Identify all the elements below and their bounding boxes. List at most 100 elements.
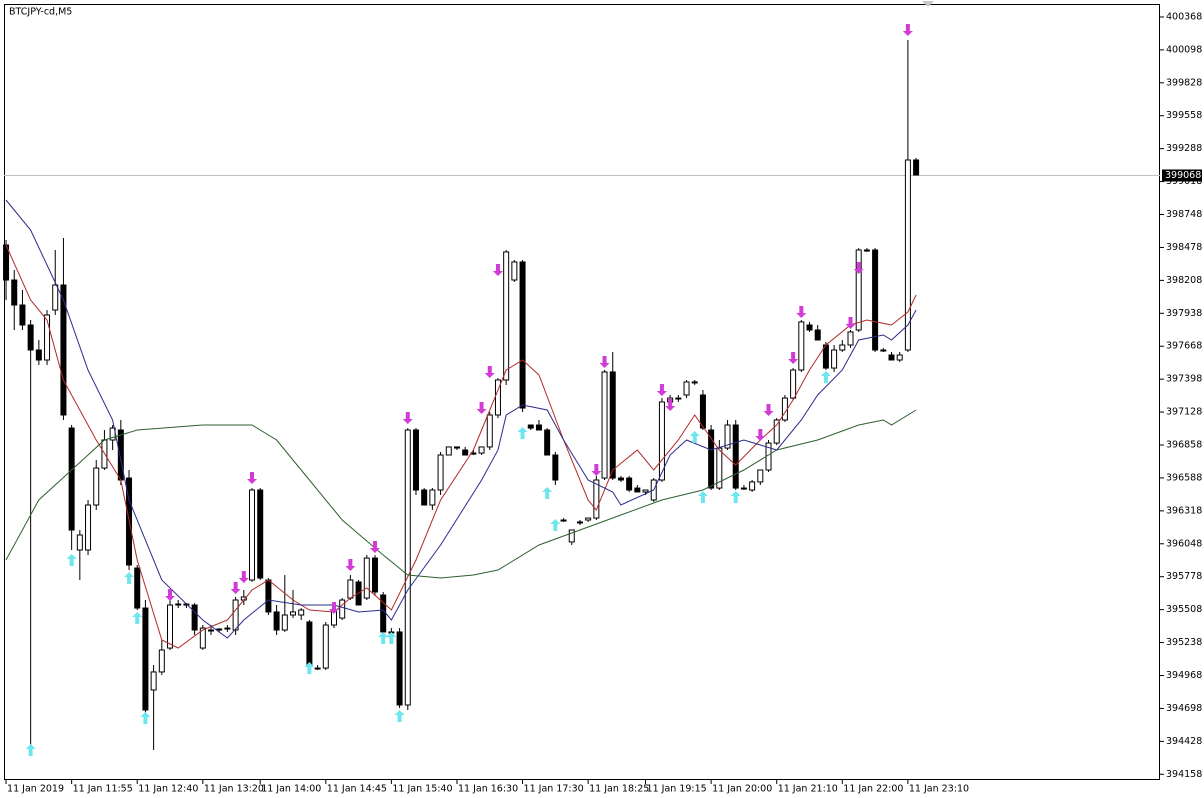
candle-body [863, 249, 870, 252]
candle-body [732, 424, 739, 489]
candle-body [478, 446, 485, 454]
y-tick-label: 399288 [1166, 143, 1202, 154]
y-tick-label: 396858 [1166, 440, 1202, 451]
candle-body [675, 397, 682, 400]
x-tick-label: 11 Jan 16:30 [458, 784, 518, 795]
candle-body [806, 324, 813, 331]
candle-body [888, 354, 895, 361]
y-tick-label: 399018 [1166, 176, 1202, 187]
y-tick-label: 397938 [1166, 308, 1202, 319]
candle-body [93, 467, 100, 506]
x-tick-label: 11 Jan 23:10 [909, 784, 969, 795]
candle-body [609, 371, 616, 479]
candle-body [232, 599, 239, 631]
down-arrow [230, 582, 241, 595]
x-tick-label: 11 Jan 20:00 [712, 784, 772, 795]
x-tick-label: 11 Jan 12:40 [138, 784, 198, 795]
y-tick-label: 396048 [1166, 538, 1202, 549]
candle-body [880, 349, 887, 352]
x-tick-label: 11 Jan 18:25 [589, 784, 649, 795]
candle-body [453, 446, 460, 449]
candle-body [634, 487, 641, 493]
y-tick-label: 395508 [1166, 604, 1202, 615]
candle-body [626, 477, 633, 491]
candle-body [347, 579, 354, 599]
candle-body [699, 394, 706, 429]
down-arrow [902, 24, 913, 36]
candle-body [199, 627, 206, 649]
candle-body [568, 529, 575, 543]
candle-body [683, 381, 690, 396]
up-arrow [697, 490, 708, 503]
candle-body [757, 469, 764, 483]
candle-body [585, 517, 592, 521]
candle-body [363, 557, 370, 599]
down-arrow [238, 570, 249, 583]
candle-body [306, 621, 313, 666]
candle-body [19, 304, 26, 326]
candle-body [535, 424, 542, 431]
candle-body [134, 567, 141, 609]
y-tick-label: 396588 [1166, 472, 1202, 483]
candle-body [511, 261, 518, 281]
y-tick-label: 398478 [1166, 242, 1202, 253]
candle-body [257, 489, 264, 579]
y-tick-label: 397668 [1166, 341, 1202, 352]
x-tick-label: 11 Jan 14:00 [261, 784, 321, 795]
candle-body [322, 624, 329, 669]
y-tick-label: 397128 [1166, 407, 1202, 418]
candle-body [11, 279, 18, 306]
down-arrow [345, 559, 356, 571]
y-tick-label: 396318 [1166, 505, 1202, 516]
candle-body [519, 261, 526, 409]
candle-body [708, 429, 715, 489]
y-tick-label: 400368 [1166, 11, 1202, 22]
up-arrow [132, 612, 143, 625]
up-arrow [730, 490, 741, 503]
x-tick-label: 11 Jan 13:20 [204, 784, 264, 795]
candle-body [191, 604, 198, 631]
current-price-label: 399068 [1165, 170, 1201, 181]
down-arrow [369, 540, 380, 553]
indicator-line [5, 409, 917, 579]
y-tick-label: 394428 [1166, 736, 1202, 747]
candle-body [150, 671, 157, 691]
candle-body [396, 631, 403, 706]
candle-body [790, 369, 797, 399]
down-arrow [796, 305, 807, 318]
candle-body [847, 331, 854, 346]
candle-body [462, 449, 469, 456]
y-tick-label: 397398 [1166, 374, 1202, 385]
candle-body [412, 429, 419, 491]
candle-body [27, 324, 34, 351]
y-tick-label: 398748 [1166, 209, 1202, 220]
shift-marker [922, 1, 934, 7]
x-tick-label: 11 Jan 21:10 [778, 784, 838, 795]
up-arrow [517, 427, 528, 440]
candle-body [216, 628, 223, 631]
candle-body [167, 604, 174, 649]
y-tick-label: 399558 [1166, 110, 1202, 121]
candle-body [814, 329, 821, 341]
candle-body [593, 479, 600, 519]
candle-body [68, 427, 75, 531]
candle-body [724, 424, 731, 449]
up-arrow [378, 632, 389, 645]
down-arrow [853, 262, 864, 275]
up-arrow [820, 370, 831, 383]
y-tick-label: 395778 [1166, 571, 1202, 582]
candle-body [429, 489, 436, 506]
candle-body [773, 419, 780, 444]
x-tick-label: 11 Jan 11:55 [73, 784, 133, 795]
candle-body [371, 557, 378, 593]
candle-body [158, 649, 165, 673]
indicator-line [5, 199, 917, 639]
y-tick-label: 399828 [1166, 77, 1202, 88]
candle-body [265, 579, 272, 613]
x-tick-label: 11 Jan 14:45 [327, 784, 387, 795]
down-arrow [165, 589, 176, 601]
candle-body [691, 381, 698, 384]
down-arrow [755, 429, 766, 441]
down-arrow [845, 317, 856, 330]
